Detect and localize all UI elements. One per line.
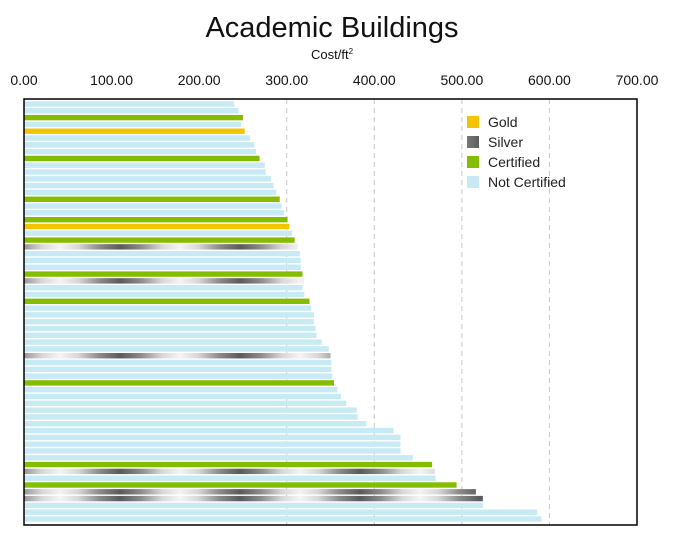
x-tick-label: 600.00 (528, 72, 571, 88)
bar-not (24, 142, 255, 148)
bar-not (24, 448, 401, 454)
bar-silver (24, 278, 305, 284)
bar-not (24, 257, 301, 264)
bar-not (24, 516, 542, 522)
x-tick-label: 700.00 (616, 72, 659, 88)
legend-swatch (467, 116, 479, 128)
bar-silver (24, 495, 483, 502)
bar-silver (24, 468, 435, 475)
bar-silver (24, 353, 331, 359)
bar-not (24, 475, 436, 481)
bar-not (24, 387, 338, 393)
bar-not (24, 101, 235, 107)
bar-not (24, 441, 401, 447)
legend-item-gold: Gold (467, 114, 518, 130)
bar-not (24, 393, 342, 400)
legend-swatch (467, 156, 479, 168)
bar-certified (24, 380, 334, 386)
bar-not (24, 400, 347, 407)
bar-not (24, 305, 312, 311)
bar-not (24, 325, 316, 332)
bar-not (24, 108, 239, 114)
legend-item-not: Not Certified (467, 174, 566, 190)
bar-certified (24, 482, 457, 488)
bar-certified (24, 114, 243, 121)
legend-swatch (467, 176, 479, 188)
bar-not (24, 427, 394, 434)
x-axis-ticks: 0.00 100.00 200.00 300.00 400.00 500.00 600.00… (10, 72, 658, 88)
bar-certified (24, 216, 288, 223)
legend: Gold Silver Certified Not Certified (467, 114, 566, 190)
bar-certified (24, 298, 310, 304)
bar-certified (24, 155, 260, 162)
x-tick-label: 100.00 (90, 72, 133, 88)
bar-not (24, 135, 250, 141)
bar-certified (24, 461, 433, 468)
bar-not (24, 189, 277, 196)
bar-not (24, 421, 367, 427)
bar-not (24, 291, 305, 298)
bar-not (24, 169, 266, 175)
x-tick-label: 200.00 (178, 72, 221, 88)
bar-not (24, 203, 282, 209)
subtitle-superscript: 2 (349, 47, 354, 56)
bar-certified (24, 196, 280, 202)
bar-not (24, 502, 483, 509)
bar-not (24, 210, 285, 216)
bar-not (24, 346, 329, 352)
bar-gold (24, 128, 245, 134)
bar-not (24, 250, 300, 257)
bar-gold (24, 223, 290, 230)
gridlines (286, 99, 550, 525)
bar-not (24, 121, 242, 128)
bar-not (24, 319, 314, 325)
bar-not (24, 332, 317, 339)
bar-not (24, 182, 274, 189)
bar-not (24, 284, 303, 291)
x-tick-label: 500.00 (440, 72, 483, 88)
bar-not (24, 359, 332, 366)
legend-label: Gold (488, 114, 518, 130)
legend-label: Certified (488, 154, 540, 170)
bar-certified (24, 271, 303, 277)
legend-item-silver: Silver (467, 134, 523, 150)
bar-not (24, 312, 314, 318)
bar-silver (24, 489, 476, 495)
legend-swatch (467, 136, 479, 148)
x-tick-label: 400.00 (353, 72, 396, 88)
bar-not (24, 434, 401, 441)
legend-label: Not Certified (488, 174, 566, 190)
bars (24, 101, 542, 522)
bar-silver (24, 244, 299, 250)
legend-item-certified: Certified (467, 154, 540, 170)
plot-frame (23, 98, 638, 526)
bar-not (24, 414, 358, 420)
bar-not (24, 176, 271, 182)
bar-not (24, 148, 257, 155)
legend-label: Silver (488, 134, 523, 150)
bar-not (24, 455, 413, 461)
bar-certified (24, 237, 295, 243)
x-tick-label: 300.00 (265, 72, 308, 88)
bar-not (24, 339, 322, 345)
bar-not (24, 373, 333, 379)
bar-not (24, 162, 265, 168)
x-tick-label: 0.00 (10, 72, 37, 88)
bar-not (24, 264, 301, 270)
subtitle-text: Cost/ft (311, 47, 349, 62)
bar-not (24, 509, 538, 515)
bar-not (24, 407, 357, 413)
bar-not (24, 230, 292, 236)
bar-not (24, 366, 332, 373)
chart-title: Academic Buildings (205, 12, 458, 44)
chart-subtitle: Cost/ft2 (311, 47, 354, 62)
